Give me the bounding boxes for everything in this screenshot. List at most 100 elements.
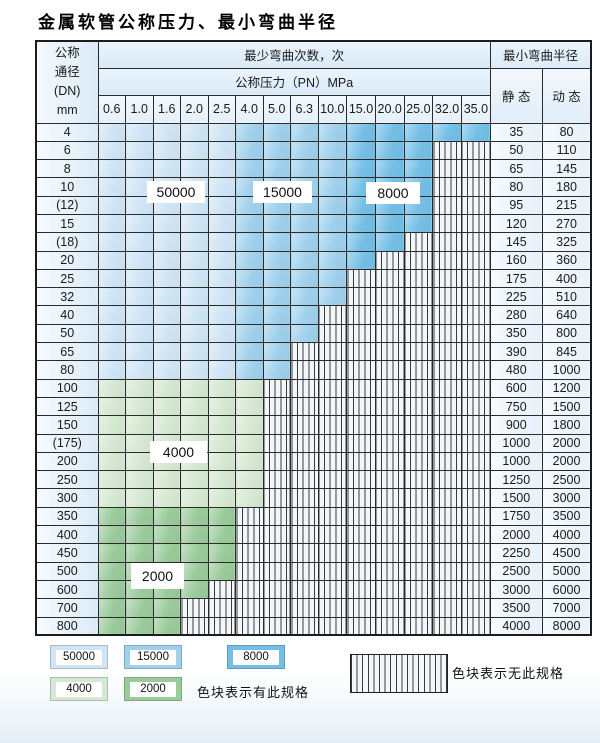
grid-cell-colored (152, 232, 181, 252)
dn-cell: 350 (35, 506, 99, 527)
grid-cell-colored (374, 159, 405, 179)
grid-cell-no-spec (262, 451, 291, 472)
grid-cell-no-spec (262, 616, 291, 636)
grid-cell-no-spec (235, 616, 264, 636)
grid-cell-colored (317, 177, 348, 197)
grid-cell-no-spec (460, 378, 491, 398)
grid-cell-colored (125, 433, 154, 453)
static-value-cell: 3000 (489, 579, 543, 600)
table-row: 6 50 110 (35, 140, 592, 161)
grid-cell-no-spec (207, 616, 236, 636)
grid-cell-colored (207, 122, 236, 142)
grid-cell-colored (152, 159, 181, 179)
grid-cell-no-spec (346, 579, 376, 600)
grid-cell-colored (432, 122, 462, 142)
grid-cell-no-spec (290, 360, 319, 380)
static-value-cell: 750 (489, 396, 543, 417)
dn-cell: 250 (35, 470, 99, 490)
pressure-column-header: 10.0 (317, 94, 348, 124)
grid-cell-colored (235, 250, 264, 270)
table-row: 150 900 1800 (35, 415, 592, 435)
static-value-cell: 390 (489, 342, 543, 362)
grid-cell-no-spec (290, 451, 319, 472)
static-value-cell: 480 (489, 360, 543, 380)
grid-cell-colored (180, 232, 209, 252)
grid-cell-colored (262, 268, 291, 289)
grid-cell-colored (317, 287, 348, 307)
grid-cell-colored (125, 451, 154, 472)
dn-cell: 10 (35, 177, 99, 197)
header-pressure: 公称压力（PN）MPa (97, 67, 491, 96)
overlay-label-15000: 15000 (253, 181, 312, 203)
grid-cell-colored (317, 213, 348, 234)
table-row: 450 2250 4500 (35, 543, 592, 563)
dynamic-value-cell: 1000 (541, 360, 592, 380)
grid-cell-colored (346, 140, 376, 161)
grid-cell-colored (290, 268, 319, 289)
grid-cell-colored (180, 506, 209, 527)
grid-cell-no-spec (290, 598, 319, 618)
spec-table: 公称 通径 (DN) mm 最少弯曲次数，次 最小弯曲半径 公称压力（PN）MP… (35, 40, 593, 637)
dynamic-value-cell: 325 (541, 232, 592, 252)
dynamic-value-cell: 215 (541, 195, 592, 215)
grid-cell-no-spec (432, 232, 462, 252)
grid-cell-colored (290, 122, 319, 142)
grid-cell-colored (125, 470, 154, 490)
static-value-cell: 175 (489, 268, 543, 289)
static-value-cell: 1000 (489, 433, 543, 453)
grid-cell-no-spec (262, 543, 291, 563)
grid-cell-colored (403, 159, 434, 179)
grid-cell-colored (125, 543, 154, 563)
dn-cell: 800 (35, 616, 99, 636)
grid-cell-colored (403, 122, 434, 142)
pressure-column-header: 35.0 (460, 94, 491, 124)
grid-cell-no-spec (460, 323, 491, 344)
grid-cell-colored (180, 250, 209, 270)
dynamic-value-cell: 8000 (541, 616, 592, 636)
grid-cell-colored (125, 506, 154, 527)
pressure-column-header: 1.6 (152, 94, 181, 124)
grid-cell-colored (290, 232, 319, 252)
grid-cell-colored (180, 415, 209, 435)
grid-cell-no-spec (432, 378, 462, 398)
dn-cell: 400 (35, 525, 99, 545)
grid-cell-no-spec (317, 323, 348, 344)
table-row: 80 480 1000 (35, 360, 592, 380)
grid-cell-no-spec (432, 159, 462, 179)
grid-cell-colored (180, 268, 209, 289)
grid-cell-colored (125, 177, 154, 197)
grid-cell-colored (317, 268, 348, 289)
table-row: 100 600 1200 (35, 378, 592, 398)
grid-cell-colored (207, 488, 236, 508)
grid-cell-no-spec (346, 543, 376, 563)
table-row: 600 3000 6000 (35, 579, 592, 600)
grid-cell-colored (235, 470, 264, 490)
grid-cell-colored (207, 415, 236, 435)
grid-cell-colored (207, 250, 236, 270)
grid-cell-no-spec (432, 433, 462, 453)
grid-cell-colored (125, 525, 154, 545)
table-row: 20 160 360 (35, 250, 592, 270)
grid-cell-no-spec (460, 213, 491, 234)
table-row: (18) 145 325 (35, 232, 592, 252)
grid-cell-no-spec (290, 342, 319, 362)
table-row: 65 390 845 (35, 342, 592, 362)
grid-cell-no-spec (290, 616, 319, 636)
grid-cell-no-spec (374, 287, 405, 307)
grid-cell-no-spec (262, 470, 291, 490)
dynamic-value-cell: 3500 (541, 506, 592, 527)
header-static: 静 态 (489, 67, 543, 124)
grid-cell-no-spec (374, 451, 405, 472)
grid-cell-colored (125, 396, 154, 417)
table-row: 300 1500 3000 (35, 488, 592, 508)
static-value-cell: 3500 (489, 598, 543, 618)
grid-cell-colored (262, 140, 291, 161)
dynamic-value-cell: 4500 (541, 543, 592, 563)
grid-cell-colored (207, 525, 236, 545)
table-row: 8 65 145 (35, 159, 592, 179)
grid-cell-colored (346, 159, 376, 179)
grid-cell-no-spec (460, 140, 491, 161)
legend-swatch-15000: 15000 (124, 645, 182, 669)
grid-cell-colored (97, 433, 126, 453)
dn-header-line: 通径 (54, 65, 80, 80)
